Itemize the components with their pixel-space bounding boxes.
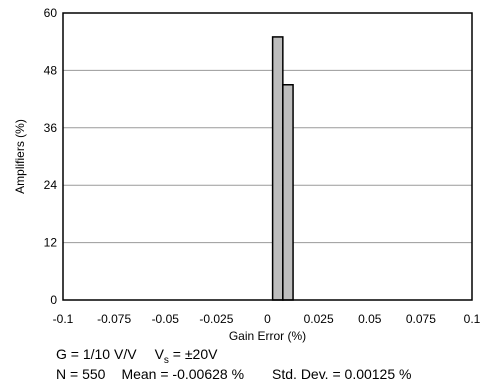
x-tick-label: 0 <box>264 312 271 326</box>
x-tick-label: 0.025 <box>304 312 334 326</box>
x-tick-label: -0.05 <box>152 312 180 326</box>
mean-value: Mean = -0.00628 % <box>121 366 245 382</box>
sample-count: N = 550 <box>56 366 106 382</box>
supply-condition: Vs = ±20V <box>154 346 218 366</box>
x-axis-title: Gain Error (%) <box>229 329 306 343</box>
std-dev-value: Std. Dev. = 0.00125 % <box>272 366 412 382</box>
gain-condition: G = 1/10 V/V <box>56 346 137 362</box>
x-tick-labels: -0.1 -0.075 -0.05 -0.025 0 0.025 0.05 0.075 0.1 <box>53 312 481 326</box>
y-axis-title: Amplifiers (%) <box>13 119 27 194</box>
y-tick-label: 36 <box>44 121 58 135</box>
x-tick-label: 0.1 <box>464 312 481 326</box>
y-tick-label: 24 <box>44 178 58 192</box>
grid-lines <box>63 69 472 244</box>
condition-line-2: N = 550 Mean = -0.00628 % Std. Dev. = 0.00… <box>56 366 411 382</box>
y-tick-label: 60 <box>44 6 58 20</box>
x-tick-label: 0.075 <box>406 312 436 326</box>
plot-frame <box>62 12 473 301</box>
histogram-bar <box>271 36 284 301</box>
x-tick-label: 0.05 <box>358 312 382 326</box>
histogram-bars <box>271 36 294 301</box>
x-tick-label: -0.025 <box>199 312 233 326</box>
y-tick-labels: 0 12 24 36 48 60 <box>44 6 58 307</box>
y-tick-label: 12 <box>44 236 58 250</box>
y-tick-label: 48 <box>44 63 58 77</box>
x-tick-label: -0.1 <box>53 312 74 326</box>
y-tick-label: 0 <box>50 293 57 307</box>
x-tick-label: -0.075 <box>97 312 131 326</box>
histogram-bar <box>282 84 294 301</box>
condition-line-1: G = 1/10 V/V Vs = ±20V <box>56 346 217 366</box>
